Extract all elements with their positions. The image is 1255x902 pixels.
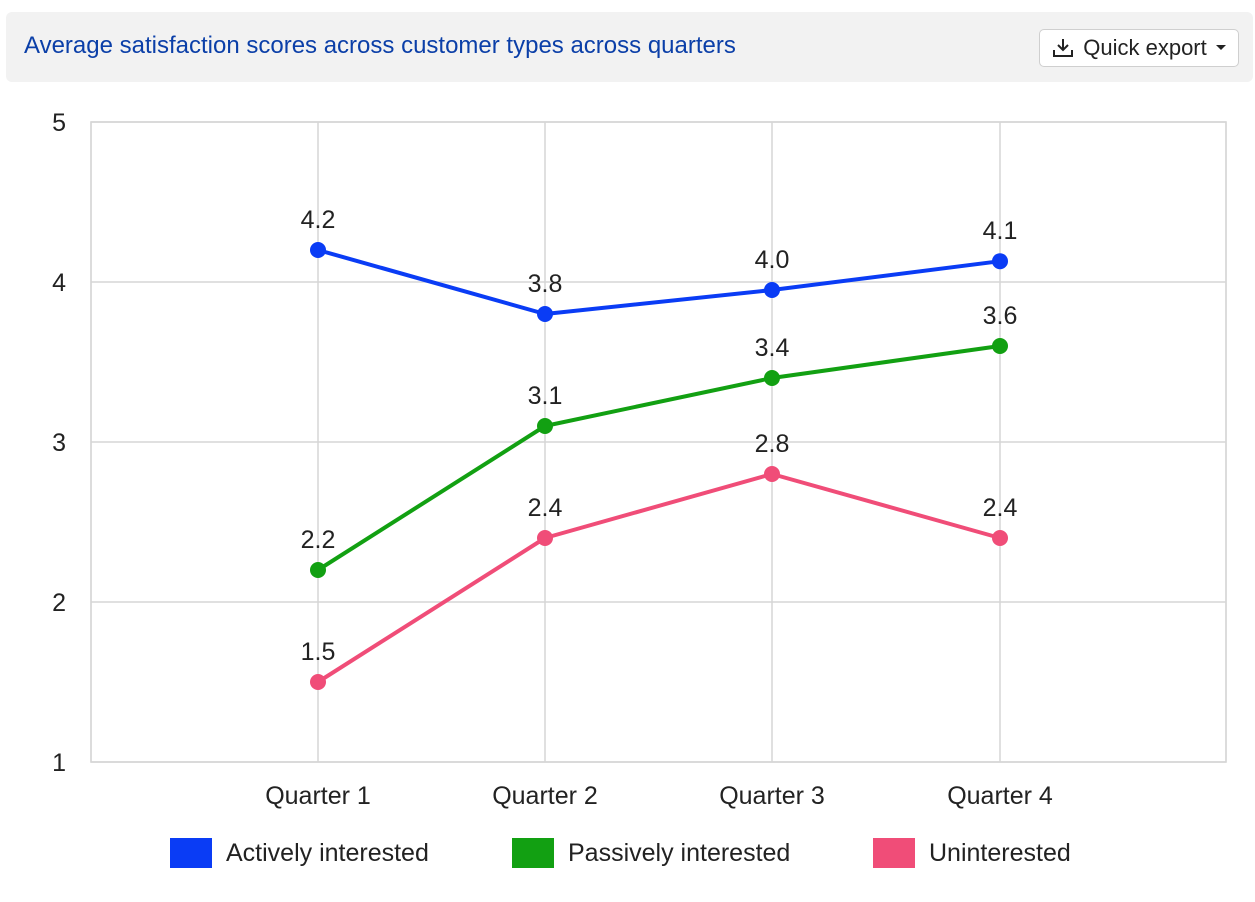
- data-label: 4.1: [983, 217, 1018, 245]
- data-label: 3.6: [983, 302, 1018, 330]
- data-label: 4.2: [301, 206, 336, 234]
- y-tick-label: 4: [52, 269, 66, 297]
- quick-export-button[interactable]: Quick export: [1039, 29, 1239, 67]
- data-label: 2.4: [528, 494, 563, 522]
- legend-label: Passively interested: [568, 838, 791, 867]
- legend-item[interactable]: Actively interested: [170, 838, 429, 868]
- y-tick-label: 2: [52, 589, 66, 617]
- legend-swatch: [170, 838, 212, 868]
- data-label: 4.0: [755, 246, 790, 274]
- x-tick-label: Quarter 1: [265, 782, 371, 810]
- data-label: 3.4: [755, 334, 790, 362]
- x-tick-label: Quarter 3: [719, 782, 825, 810]
- x-tick-label: Quarter 2: [492, 782, 598, 810]
- download-icon: [1051, 36, 1075, 60]
- chart-legend: Actively interested Passively interested U…: [0, 838, 1255, 878]
- x-tick-label: Quarter 4: [947, 782, 1053, 810]
- y-tick-label: 1: [52, 749, 66, 777]
- legend-swatch: [873, 838, 915, 868]
- data-point: [764, 466, 780, 482]
- data-point: [992, 338, 1008, 354]
- data-point: [537, 530, 553, 546]
- data-point: [537, 418, 553, 434]
- data-point: [992, 530, 1008, 546]
- y-tick-label: 3: [52, 429, 66, 457]
- data-point: [310, 242, 326, 258]
- quick-export-label: Quick export: [1083, 35, 1207, 60]
- data-label: 2.4: [983, 494, 1018, 522]
- legend-label: Actively interested: [226, 838, 429, 867]
- legend-item[interactable]: Uninterested: [873, 838, 1071, 868]
- chart-title: Average satisfaction scores across custo…: [24, 32, 736, 59]
- data-point: [310, 674, 326, 690]
- data-point: [310, 562, 326, 578]
- series-line: [316, 472, 1001, 684]
- data-label: 2.8: [755, 430, 790, 458]
- series-line: [316, 344, 1001, 572]
- y-tick-label: 5: [52, 109, 66, 137]
- data-point: [764, 282, 780, 298]
- chart-header: Average satisfaction scores across custo…: [6, 12, 1253, 82]
- legend-item[interactable]: Passively interested: [512, 838, 790, 868]
- data-point: [537, 306, 553, 322]
- data-label: 2.2: [301, 526, 336, 554]
- series-line: [317, 248, 1001, 316]
- legend-swatch: [512, 838, 554, 868]
- data-label: 1.5: [301, 638, 336, 666]
- caret-down-icon: [1215, 44, 1227, 52]
- legend-label: Uninterested: [929, 838, 1071, 867]
- data-point: [764, 370, 780, 386]
- data-point: [992, 253, 1008, 270]
- data-label: 3.1: [528, 382, 563, 410]
- data-label: 3.8: [528, 270, 563, 298]
